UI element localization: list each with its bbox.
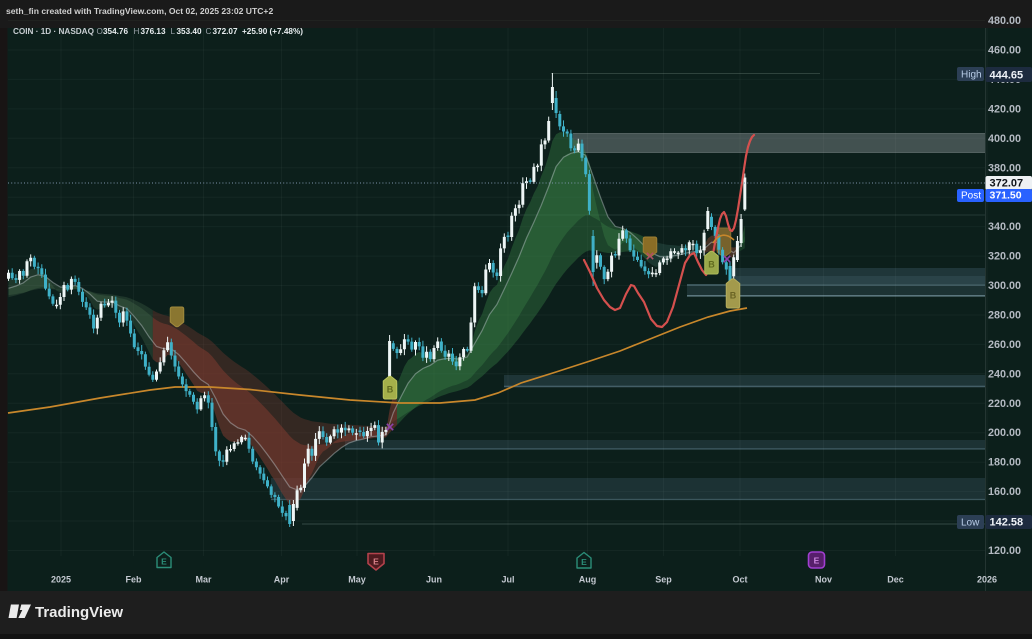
svg-text:Nov: Nov bbox=[815, 575, 832, 585]
svg-text:B: B bbox=[730, 290, 737, 300]
svg-text:240.00: 240.00 bbox=[988, 368, 1021, 380]
svg-text:Oct: Oct bbox=[732, 575, 747, 585]
svg-text:400.00: 400.00 bbox=[988, 133, 1021, 145]
svg-text:2026: 2026 bbox=[977, 575, 997, 585]
svg-text:Apr: Apr bbox=[274, 575, 290, 585]
svg-text:371.50: 371.50 bbox=[990, 190, 1022, 202]
svg-text:L: L bbox=[171, 27, 176, 36]
svg-text:320.00: 320.00 bbox=[988, 251, 1021, 263]
svg-text:420.00: 420.00 bbox=[988, 103, 1021, 115]
svg-text:O: O bbox=[97, 27, 103, 36]
svg-text:Sep: Sep bbox=[655, 575, 672, 585]
svg-text:444.65: 444.65 bbox=[990, 70, 1024, 82]
svg-text:200.00: 200.00 bbox=[988, 427, 1021, 439]
svg-text:High: High bbox=[961, 70, 982, 81]
svg-text:Dec: Dec bbox=[887, 575, 904, 585]
svg-text:B: B bbox=[387, 385, 394, 395]
svg-text:340.00: 340.00 bbox=[988, 221, 1021, 233]
svg-text:Low: Low bbox=[961, 518, 980, 529]
svg-text:E: E bbox=[581, 557, 587, 567]
svg-text:Mar: Mar bbox=[195, 575, 212, 585]
svg-text:B: B bbox=[708, 260, 715, 270]
svg-text:C: C bbox=[206, 27, 212, 36]
svg-text:180.00: 180.00 bbox=[988, 457, 1021, 469]
svg-text:460.00: 460.00 bbox=[988, 45, 1021, 57]
svg-text:260.00: 260.00 bbox=[988, 339, 1021, 351]
svg-text:220.00: 220.00 bbox=[988, 398, 1021, 410]
svg-text:280.00: 280.00 bbox=[988, 310, 1021, 322]
svg-text:376.13: 376.13 bbox=[141, 27, 166, 36]
svg-text:TradingView: TradingView bbox=[35, 604, 123, 621]
svg-text:142.58: 142.58 bbox=[990, 517, 1024, 529]
svg-text:E: E bbox=[814, 556, 820, 566]
svg-text:E: E bbox=[161, 557, 167, 567]
svg-text:Post: Post bbox=[961, 191, 981, 202]
svg-text:354.76: 354.76 bbox=[103, 27, 128, 36]
svg-text:160.00: 160.00 bbox=[988, 486, 1021, 498]
svg-text:372.07: 372.07 bbox=[990, 178, 1024, 190]
svg-text:Jun: Jun bbox=[426, 575, 442, 585]
svg-text:+25.90 (+7.48%): +25.90 (+7.48%) bbox=[242, 27, 303, 36]
svg-text:Aug: Aug bbox=[579, 575, 597, 585]
svg-text:353.40: 353.40 bbox=[177, 27, 202, 36]
svg-text:H: H bbox=[134, 27, 140, 36]
svg-text:2025: 2025 bbox=[51, 575, 71, 585]
svg-text:Feb: Feb bbox=[125, 575, 142, 585]
svg-text:COIN · 1D · NASDAQ: COIN · 1D · NASDAQ bbox=[13, 27, 95, 36]
svg-text:372.07: 372.07 bbox=[213, 27, 238, 36]
svg-text:300.00: 300.00 bbox=[988, 280, 1021, 292]
svg-text:seth_fin created with TradingV: seth_fin created with TradingView.com, O… bbox=[6, 6, 273, 16]
svg-text:120.00: 120.00 bbox=[988, 545, 1021, 557]
svg-text:May: May bbox=[348, 575, 366, 585]
svg-text:Jul: Jul bbox=[501, 575, 514, 585]
svg-text:480.00: 480.00 bbox=[988, 15, 1021, 27]
svg-text:380.00: 380.00 bbox=[988, 162, 1021, 174]
svg-text:E: E bbox=[373, 557, 379, 567]
